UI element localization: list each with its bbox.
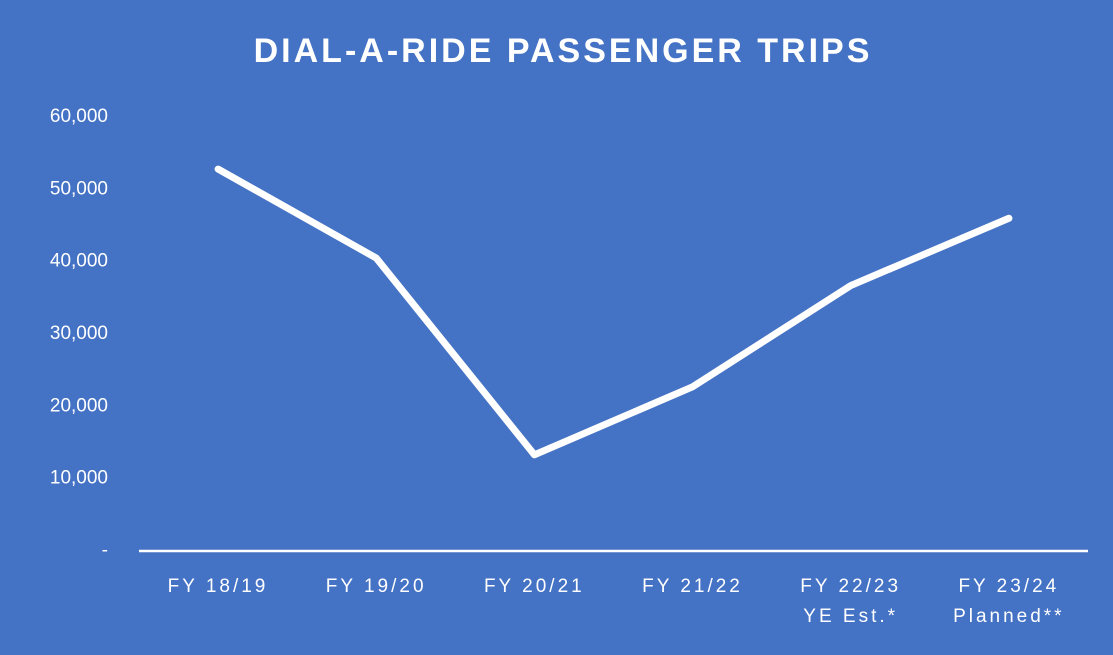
data-line: [214, 165, 1013, 459]
x-tick-label: FY 20/21: [483, 576, 585, 597]
y-tick-label: 60,000: [50, 106, 108, 127]
y-tick-label: 20,000: [50, 395, 108, 416]
x-tick-label: FY 19/20: [325, 576, 427, 597]
x-tick-label: FY 23/24 Planned**: [953, 576, 1065, 627]
x-tick-label: FY 21/22: [642, 576, 743, 597]
y-tick-label: 50,000: [50, 178, 108, 199]
x-tick-label: FY 18/19: [167, 576, 269, 597]
y-tick-label: -: [102, 540, 108, 561]
x-tick-label: FY 22/23 YE Est.*: [800, 576, 902, 627]
y-tick-label: 40,000: [50, 251, 108, 272]
y-tick-label: 30,000: [50, 323, 108, 344]
y-tick-label: 10,000: [50, 468, 108, 489]
chart-title: DIAL-A-RIDE PASSENGER TRIPS: [254, 32, 873, 70]
